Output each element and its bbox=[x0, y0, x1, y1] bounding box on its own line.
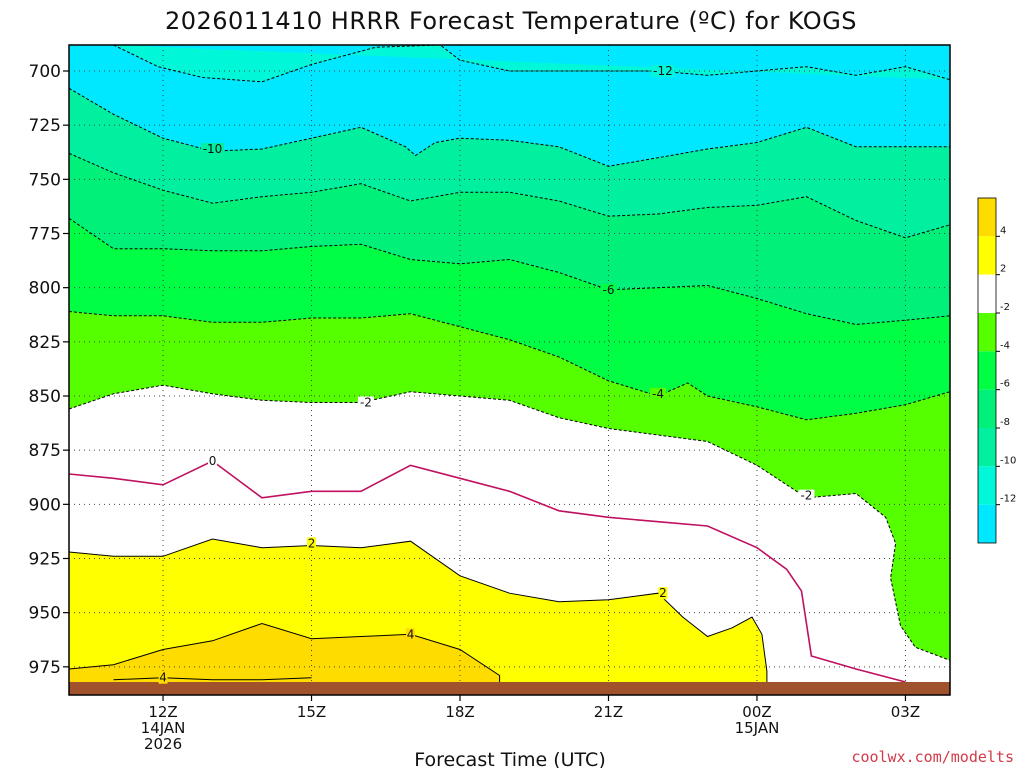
y-tick-label: 975 bbox=[29, 658, 61, 678]
x-tick-label: 12Z bbox=[148, 703, 177, 721]
colorbar-frame bbox=[977, 197, 997, 544]
colorbar-tick-label: -4 bbox=[1000, 340, 1010, 351]
contour-label: -10 bbox=[203, 142, 223, 156]
y-tick-label: 900 bbox=[29, 495, 61, 515]
contour-label: 2 bbox=[308, 536, 316, 550]
colorbar-band bbox=[978, 274, 996, 313]
x-tick-label: 21Z bbox=[594, 703, 623, 721]
x-tick-label: 18Z bbox=[445, 703, 474, 721]
contour-label-background bbox=[651, 65, 675, 77]
x-tick-label: 03Z bbox=[891, 703, 920, 721]
contour-line bbox=[69, 538, 768, 682]
contour-line bbox=[113, 45, 950, 83]
contour-label-background bbox=[600, 283, 617, 296]
contour-label-background bbox=[307, 537, 317, 550]
contour-line bbox=[69, 622, 501, 682]
contour-line bbox=[69, 217, 950, 326]
colorbar-tick-label: -10 bbox=[1000, 455, 1016, 466]
x-tick-label: 15JAN bbox=[735, 719, 780, 737]
colorbar-band bbox=[978, 236, 996, 275]
contour-label: -4 bbox=[652, 387, 664, 401]
y-tick-label: 825 bbox=[29, 333, 61, 353]
y-tick-label: 750 bbox=[29, 170, 61, 190]
y-tick-label: 775 bbox=[29, 225, 61, 245]
temperature-fills bbox=[69, 45, 950, 695]
fill-region bbox=[69, 623, 950, 695]
colorbar-tick-label: -2 bbox=[1000, 302, 1010, 313]
y-tick-label: 700 bbox=[29, 62, 61, 82]
contour-label: -12 bbox=[653, 64, 673, 78]
colorbar-tick-label: 2 bbox=[1000, 264, 1006, 275]
contour-label-background bbox=[357, 396, 374, 409]
contour-line bbox=[69, 152, 950, 239]
y-tick-label: 875 bbox=[29, 441, 61, 461]
contour-labels: -12 -10 -6 -4 -2 -2 0 2 2 4 4 bbox=[158, 64, 815, 685]
colorbar-tick-label: -6 bbox=[1000, 379, 1010, 390]
contour-line bbox=[69, 87, 950, 167]
contour-label: -6 bbox=[603, 283, 615, 297]
contour-label-background bbox=[158, 671, 168, 684]
contour-line bbox=[69, 311, 950, 421]
contour-label-background bbox=[208, 455, 218, 467]
y-tick-label: 925 bbox=[29, 550, 61, 570]
contour-lines bbox=[69, 45, 950, 683]
colorbar-tick-label: 4 bbox=[1000, 225, 1006, 236]
plot-frame bbox=[68, 44, 951, 696]
y-tick-label: 850 bbox=[29, 387, 61, 407]
y-tick-label: 800 bbox=[29, 279, 61, 299]
contour-line bbox=[69, 384, 950, 661]
credit-text: coolwx.com/modelts bbox=[851, 748, 1014, 766]
x-tick-label: 15Z bbox=[297, 703, 326, 721]
contour-line bbox=[113, 677, 312, 681]
colorbar-band bbox=[978, 466, 996, 505]
contour-label: -2 bbox=[360, 396, 372, 410]
x-axis-label: Forecast Time (UTC) bbox=[414, 749, 605, 768]
y-tick-label: 725 bbox=[29, 116, 61, 136]
colorbar-band bbox=[978, 389, 996, 428]
contour-label-background bbox=[406, 628, 416, 641]
contour-label: 4 bbox=[159, 671, 167, 685]
colorbar-band bbox=[978, 428, 996, 467]
colorbar-tick-label: -8 bbox=[1000, 417, 1010, 428]
colorbar-band bbox=[978, 351, 996, 390]
contour-label-background bbox=[798, 489, 815, 502]
colorbar: 4 2 -2 -4 -6 -8 -10 -12 bbox=[977, 197, 1016, 544]
contour-label-background bbox=[658, 587, 668, 600]
x-tick-label: 14JAN bbox=[141, 719, 186, 737]
contour-label-background bbox=[649, 387, 666, 400]
colorbar-tick-label: -12 bbox=[1000, 494, 1016, 505]
contour-label: 4 bbox=[407, 627, 415, 641]
ground-layer bbox=[69, 682, 950, 695]
colorbar-band bbox=[978, 313, 996, 352]
chart-title: 2026011410 HRRR Forecast Temperature (ºC… bbox=[165, 7, 857, 35]
fill-region bbox=[113, 45, 950, 82]
plot-area: -12 -10 -6 -4 -2 -2 0 2 2 4 4 bbox=[69, 45, 950, 695]
contour-label: -2 bbox=[800, 489, 812, 503]
grid-lines bbox=[69, 45, 950, 695]
contour-label: 0 bbox=[209, 454, 217, 468]
colorbar-band bbox=[978, 504, 996, 543]
contour-line bbox=[69, 460, 906, 683]
contour-label: 2 bbox=[659, 586, 667, 600]
x-tick-label: 2026 bbox=[144, 735, 182, 753]
contour-label-background bbox=[201, 143, 225, 155]
colorbar-band bbox=[978, 198, 996, 237]
y-axis: 700 725 750 775 800 825 850 875 900 925 950 975 bbox=[29, 62, 69, 678]
y-tick-label: 950 bbox=[29, 604, 61, 624]
x-tick-label: 00Z bbox=[742, 703, 771, 721]
